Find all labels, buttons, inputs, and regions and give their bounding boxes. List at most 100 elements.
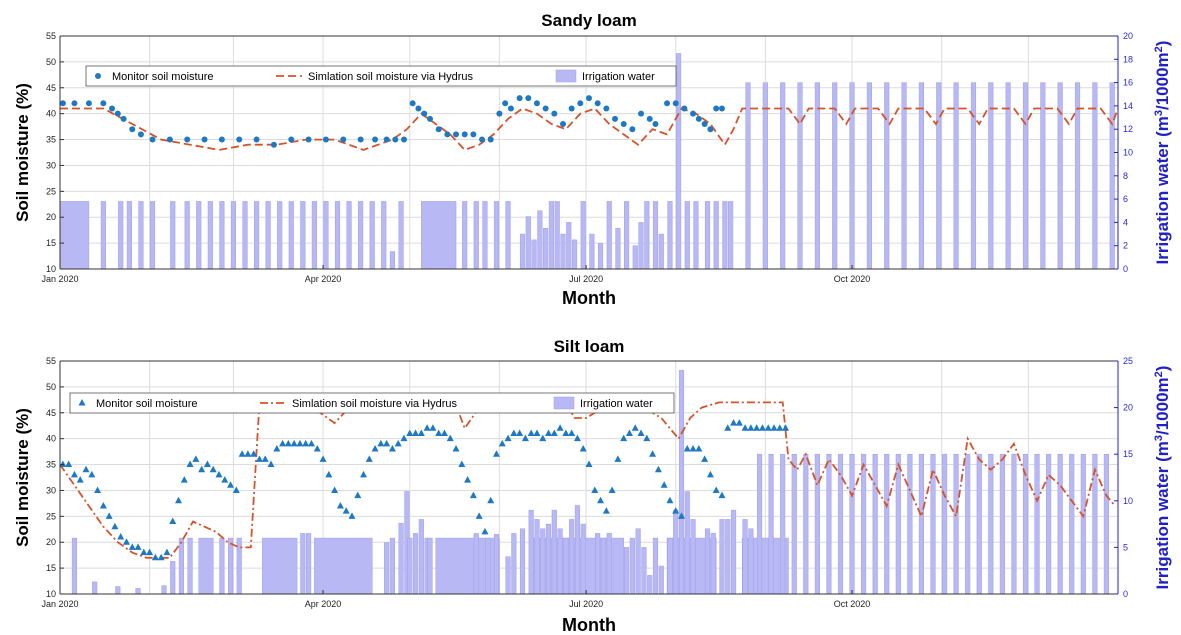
irrigation-bar bbox=[1034, 453, 1040, 595]
irrigation-bar bbox=[427, 537, 433, 595]
irrigation-bar bbox=[323, 201, 329, 270]
irrigation-bar bbox=[381, 201, 387, 270]
monitor-point bbox=[267, 460, 275, 468]
monitor-point bbox=[690, 110, 697, 117]
monitor-point bbox=[591, 486, 599, 493]
irrigation-bar bbox=[473, 201, 479, 270]
irrigation-bar bbox=[569, 519, 575, 595]
irrigation-bar bbox=[262, 537, 298, 595]
legend-label: Simlation soil moisture via Hydrus bbox=[292, 398, 458, 410]
monitor-point bbox=[129, 126, 136, 133]
irrigation-bar bbox=[288, 201, 294, 270]
y2-tick-label: 10 bbox=[1123, 148, 1133, 158]
irrigation-bar bbox=[551, 509, 557, 595]
monitor-point bbox=[117, 533, 125, 540]
irrigation-bar bbox=[976, 453, 982, 595]
monitor-point bbox=[597, 496, 605, 504]
monitor-point bbox=[336, 501, 344, 509]
silt-loam-chart: 10 15 20 25 30 35 40 45 50 55 0 5 10 15 20 25 Jan 2020 Ap… bbox=[13, 337, 1172, 635]
irrigation-bar bbox=[300, 533, 306, 595]
monitor-point bbox=[542, 105, 549, 112]
monitor-point bbox=[59, 460, 67, 468]
y-tick-label: 25 bbox=[46, 186, 56, 196]
monitor-point bbox=[94, 486, 102, 493]
irrigation-bar bbox=[493, 201, 500, 270]
monitor-point bbox=[470, 131, 477, 138]
irrigation-bar bbox=[780, 453, 786, 595]
monitor-point bbox=[643, 434, 651, 442]
monitor-point bbox=[747, 424, 755, 431]
monitor-point bbox=[496, 110, 503, 117]
irrigation-bar bbox=[635, 528, 641, 595]
irrigation-bar bbox=[314, 537, 373, 595]
irrigation-series bbox=[59, 53, 1115, 270]
irrigation-bar bbox=[684, 201, 690, 270]
monitor-point bbox=[498, 439, 506, 447]
irrigation-bar bbox=[574, 505, 580, 595]
monitor-point bbox=[111, 522, 119, 530]
monitor-point bbox=[82, 465, 90, 473]
y2-tick-label: 14 bbox=[1123, 101, 1133, 111]
monitor-point bbox=[683, 445, 691, 452]
monitor-point bbox=[273, 445, 281, 452]
monitor-point bbox=[383, 136, 390, 143]
monitor-point bbox=[689, 445, 697, 452]
monitor-point bbox=[730, 419, 738, 426]
monitor-point bbox=[250, 450, 258, 457]
monitor-point bbox=[186, 460, 194, 468]
y2-axis-label-part: ) bbox=[1153, 366, 1172, 372]
monitor-point bbox=[319, 455, 327, 462]
monitor-point bbox=[577, 100, 584, 107]
irrigation-bar bbox=[311, 201, 317, 270]
irrigation-bar bbox=[901, 82, 907, 270]
y-tick-label: 20 bbox=[46, 212, 56, 222]
irrigation-bar bbox=[384, 542, 390, 595]
y-tick-label: 35 bbox=[46, 460, 56, 470]
irrigation-bar bbox=[418, 519, 424, 595]
monitor-series bbox=[59, 95, 725, 148]
y-tick-label: 40 bbox=[46, 109, 56, 119]
monitor-point bbox=[70, 470, 78, 478]
monitor-point bbox=[614, 455, 622, 462]
monitor-point bbox=[149, 136, 156, 143]
irrigation-bar bbox=[745, 82, 751, 270]
monitor-point bbox=[412, 429, 420, 436]
irrigation-bar bbox=[606, 201, 612, 270]
monitor-point bbox=[302, 439, 310, 447]
irrigation-bar bbox=[658, 565, 664, 595]
monitor-point bbox=[654, 465, 662, 473]
monitor-point bbox=[192, 455, 200, 462]
irrigation-bar bbox=[566, 222, 572, 270]
irrigation-bar bbox=[198, 537, 214, 595]
monitor-point bbox=[718, 491, 726, 499]
sandy-loam-chart: 10 15 20 25 30 35 40 45 50 55 0 2 4 6 8 10 12 14 16 18 20 Jan… bbox=[13, 11, 1172, 308]
irrigation-bar bbox=[92, 581, 98, 595]
y2-tick-label: 18 bbox=[1123, 54, 1133, 64]
irrigation-bar bbox=[540, 528, 546, 595]
monitor-point bbox=[712, 486, 720, 493]
x-tick-label: Jan 2020 bbox=[41, 599, 78, 609]
monitor-point bbox=[770, 424, 778, 431]
x-axis-label: Month bbox=[562, 288, 616, 308]
irrigation-bar bbox=[545, 523, 552, 595]
monitor-point bbox=[631, 424, 639, 431]
y-tick-label: 20 bbox=[46, 537, 56, 547]
monitor-point bbox=[290, 439, 298, 447]
irrigation-bar bbox=[803, 453, 809, 595]
monitor-point bbox=[331, 486, 339, 493]
monitor-point bbox=[313, 445, 321, 452]
monitor-point bbox=[65, 460, 73, 468]
monitor-point bbox=[475, 512, 483, 519]
monitor-point bbox=[551, 110, 558, 117]
monitor-point bbox=[209, 465, 217, 473]
y-tick-label: 55 bbox=[46, 356, 56, 366]
monitor-point bbox=[221, 476, 229, 483]
irrigation-bar bbox=[187, 537, 193, 595]
monitor-point bbox=[713, 105, 720, 112]
monitor-point bbox=[137, 131, 144, 138]
monitor-point bbox=[446, 434, 454, 442]
y2-axis-label-part: 3 bbox=[1153, 435, 1165, 441]
monitor-point bbox=[203, 460, 211, 468]
x-tick-label: Jul 2020 bbox=[569, 274, 603, 284]
x-tick-label: Oct 2020 bbox=[834, 599, 871, 609]
